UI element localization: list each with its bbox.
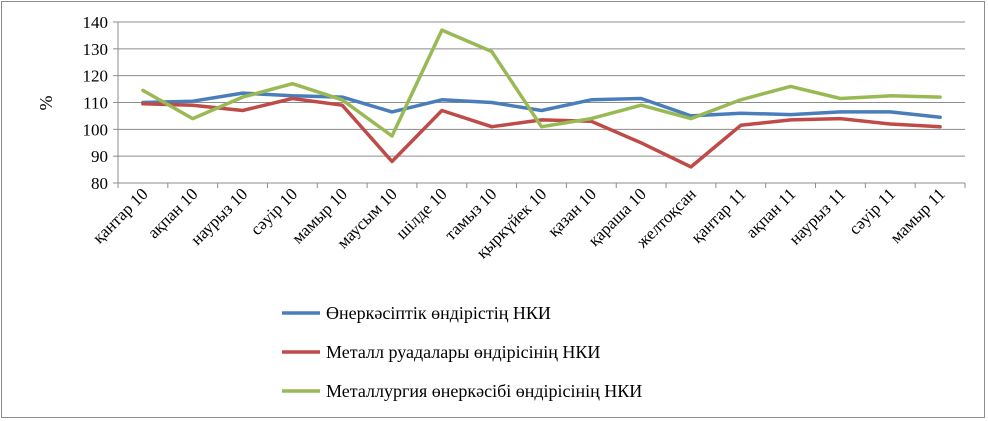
series-line-1 [141,91,942,120]
y-tick-label: 120 [83,67,109,86]
y-tick-label: 110 [83,94,108,113]
series-line-2 [141,96,942,169]
x-tick-label: шілде 10 [392,184,451,243]
y-tick-label: 90 [91,147,108,166]
legend-label-2: Металл руадалары өндірісінің НКИ [326,342,600,362]
y-tick-label: 130 [83,40,109,59]
y-axis-label: % [36,96,56,111]
legend: Өнеркәсіптік өндірістің НКИ Металл руадал… [282,303,642,401]
legend-label-3: Металлургия өнеркәсібі өндірісінің НКИ [326,381,642,401]
gridlines [118,21,965,157]
y-tick-label: 140 [83,13,109,32]
y-tick-label: 80 [91,174,108,193]
y-tick-labels: 80 90 100 110 120 130 140 [83,13,109,193]
series-line-3 [141,28,942,138]
legend-label-1: Өнеркәсіптік өндірістің НКИ [326,303,551,323]
y-tick-label: 100 [83,120,109,139]
x-tick-label: қантар 11 [687,184,749,246]
axes [113,21,966,188]
x-tick-label: қантар 10 [89,184,152,247]
series-lines [141,28,942,169]
x-tick-label: мамыр 11 [886,184,949,247]
